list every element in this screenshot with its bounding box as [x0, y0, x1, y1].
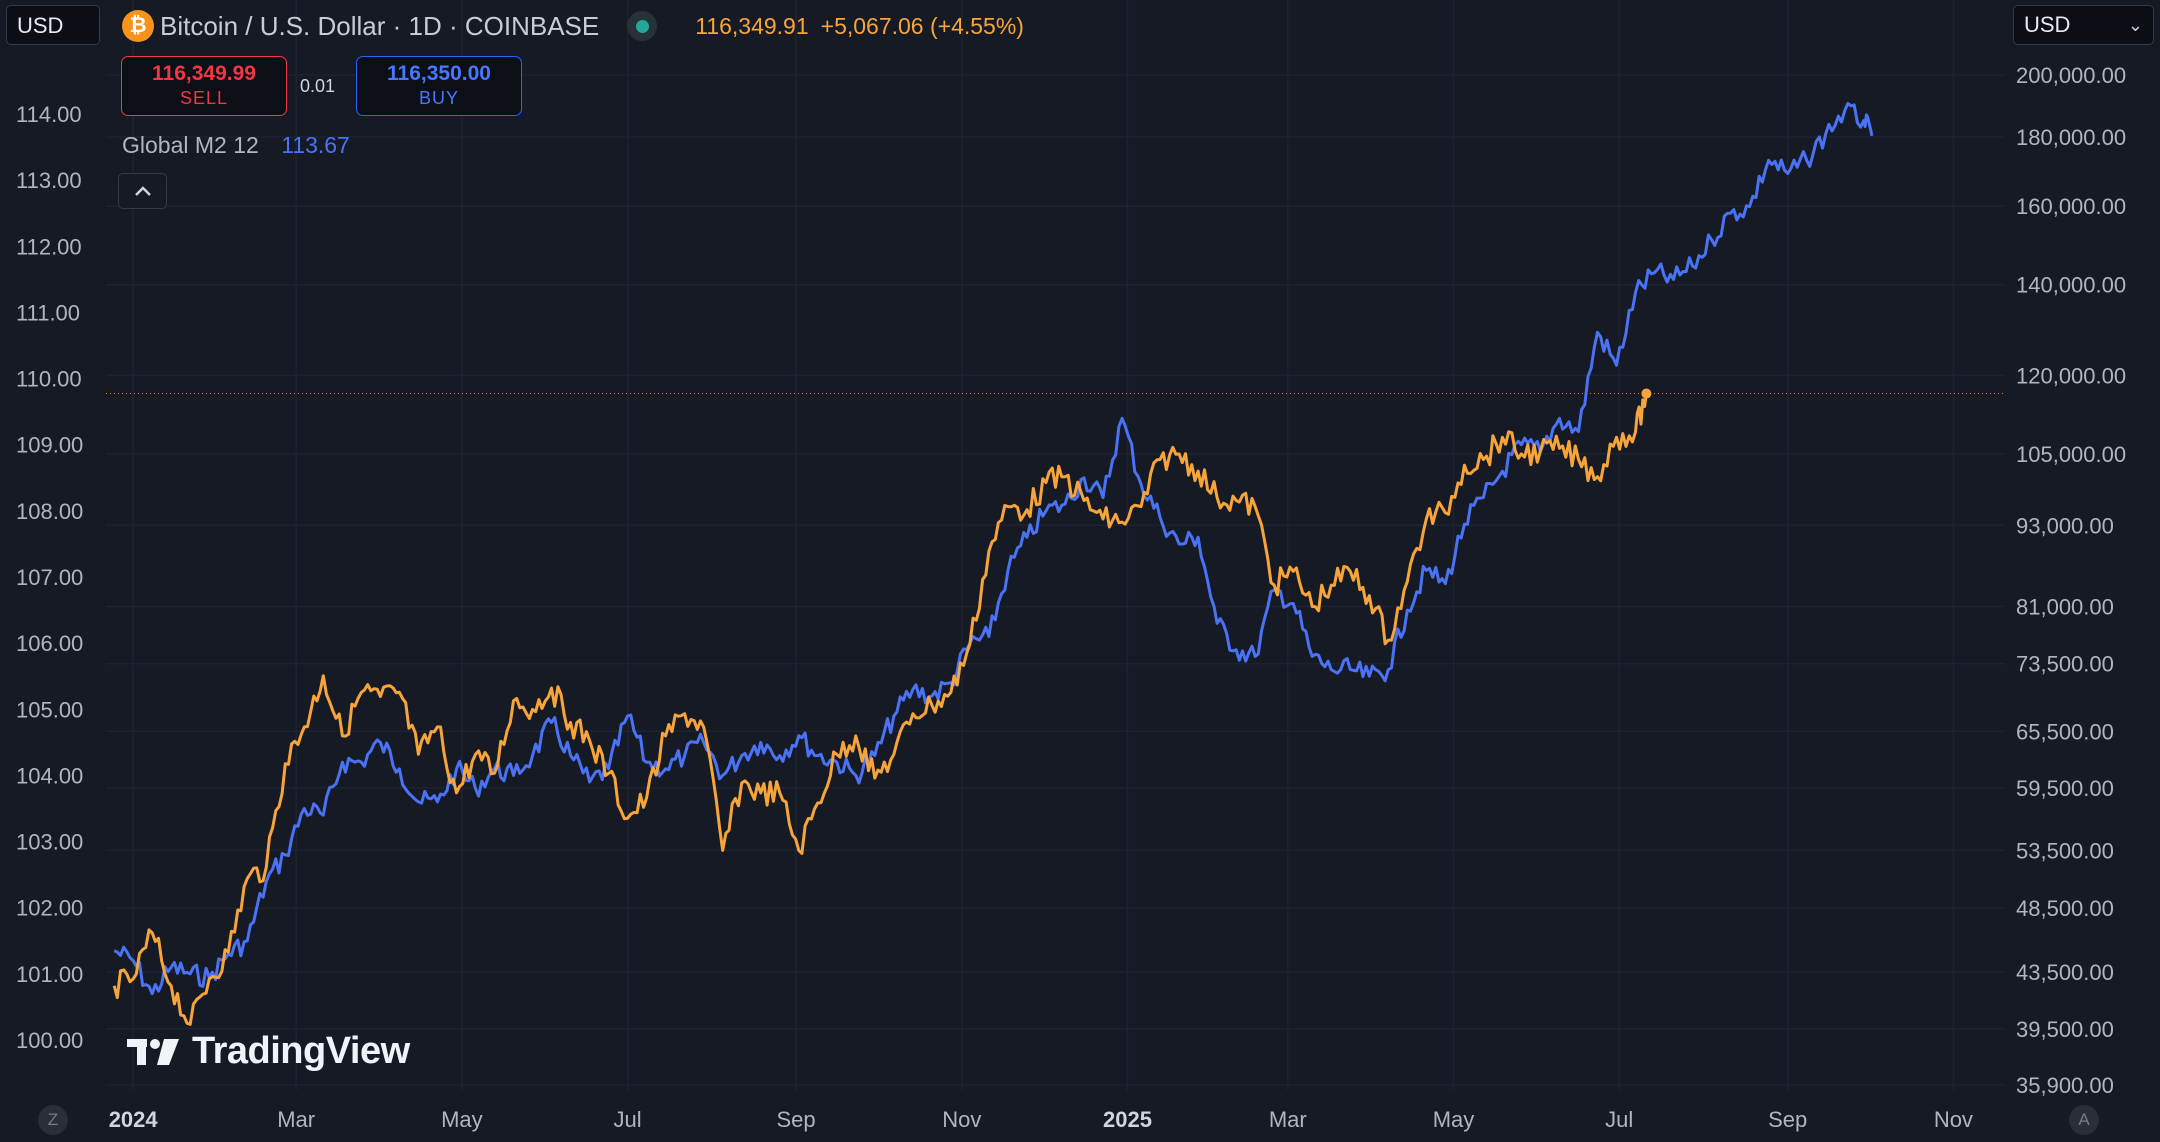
left-axis-tick-label: 111.00	[16, 300, 80, 325]
last-price: 116,349.91	[695, 12, 809, 39]
left-axis-tick-label: 103.00	[16, 830, 83, 855]
market-status-indicator[interactable]	[627, 11, 658, 41]
left-scale-auto-button[interactable]: Z	[38, 1105, 68, 1135]
right-axis-tick-label: 53,500.00	[2016, 838, 2114, 863]
right-currency-selector[interactable]: USD ⌄	[2013, 5, 2154, 45]
left-axis-tick-label: 104.00	[16, 763, 83, 788]
collapse-legend-button[interactable]	[118, 173, 167, 209]
indicator-name: Global M2 12	[122, 132, 259, 158]
right-axis-tick-label: 59,500.00	[2016, 776, 2114, 801]
time-axis-label: 2024	[109, 1107, 159, 1132]
spread-value: 0.01	[300, 76, 336, 96]
global-m2-series-line	[113, 101, 1874, 996]
bitcoin-series-line	[112, 393, 1648, 1026]
right-axis-tick-label: 73,500.00	[2016, 652, 2114, 677]
time-axis-label: Jul	[614, 1107, 642, 1132]
time-axis-label: May	[1433, 1107, 1475, 1132]
chevron-up-icon	[134, 186, 151, 196]
left-axis-tick-label: 113.00	[16, 168, 82, 193]
sell-button[interactable]: 116,349.99 SELL	[121, 56, 287, 116]
right-axis-tick-label: 120,000.00	[2016, 363, 2126, 388]
sell-price: 116,349.99	[152, 62, 256, 85]
time-axis-label: Sep	[1768, 1107, 1807, 1132]
time-axis-label: 2025	[1103, 1107, 1152, 1132]
right-axis-tick-label: 160,000.00	[2016, 194, 2126, 219]
right-axis-tick-label: 200,000.00	[2016, 63, 2126, 88]
time-axis-label: Sep	[776, 1107, 815, 1132]
time-axis-label: Mar	[277, 1107, 315, 1132]
market-open-dot	[635, 19, 649, 33]
right-axis-tick-label: 140,000.00	[2016, 273, 2126, 298]
buy-button[interactable]: 116,350.00 BUY	[356, 56, 522, 116]
chevron-down-icon: ⌄	[2127, 15, 2143, 35]
symbol-legend: ₿ Bitcoin / U.S. Dollar · 1D · COINBASE …	[122, 10, 1024, 42]
right-axis-tick-label: 43,500.00	[2016, 960, 2114, 985]
left-axis-tick-label: 102.00	[16, 896, 83, 921]
sell-label: SELL	[179, 88, 229, 108]
tradingview-logo-icon	[127, 1038, 179, 1065]
time-axis-label: Mar	[1269, 1107, 1307, 1132]
bitcoin-last-point-marker	[1641, 388, 1652, 399]
left-axis-tick-label: 105.00	[16, 697, 83, 722]
tradingview-wordmark: TradingView	[192, 1030, 410, 1072]
bitcoin-icon: ₿	[122, 10, 154, 42]
right-axis-tick-label: 48,500.00	[2016, 896, 2114, 921]
time-axis-label: Nov	[942, 1107, 981, 1132]
left-axis-tick-label: 108.00	[16, 499, 83, 524]
tradingview-watermark[interactable]: TradingView	[126, 1030, 410, 1073]
indicator-value: 113.67	[281, 132, 350, 158]
right-currency-label: USD	[2024, 12, 2071, 37]
right-axis-tick-label: 105,000.00	[2016, 442, 2126, 467]
price-change: +5,067.06 (+4.55%)	[820, 12, 1024, 39]
right-axis-tick-label: 180,000.00	[2016, 125, 2126, 150]
time-axis-label: Nov	[1934, 1107, 1973, 1132]
right-axis-tick-label: 93,000.00	[2016, 513, 2114, 538]
left-axis-tick-label: 101.00	[16, 962, 83, 987]
time-axis-label: May	[441, 1107, 483, 1132]
left-axis-tick-label: 100.00	[16, 1028, 83, 1053]
left-currency-selector[interactable]: USD	[6, 5, 100, 45]
buy-label: BUY	[418, 88, 459, 108]
time-axis-label: Jul	[1605, 1107, 1633, 1132]
indicator-legend[interactable]: Global M2 12 113.67	[122, 132, 350, 159]
left-axis-tick-label: 109.00	[16, 433, 83, 458]
auto-scale-button[interactable]: A	[2069, 1105, 2099, 1135]
left-axis-tick-label: 107.00	[16, 565, 83, 590]
buy-price: 116,350.00	[387, 62, 491, 85]
right-axis-tick-label: 35,900.00	[2016, 1073, 2114, 1098]
left-axis-tick-label: 110.00	[16, 367, 82, 392]
right-axis-tick-label: 65,500.00	[2016, 719, 2114, 744]
right-axis-tick-label: 39,500.00	[2016, 1017, 2114, 1042]
right-axis-tick-label: 81,000.00	[2016, 595, 2114, 620]
left-axis-tick-label: 112.00	[16, 234, 82, 259]
left-axis-tick-label: 114.00	[16, 102, 82, 127]
left-axis-tick-label: 106.00	[16, 631, 83, 656]
symbol-title[interactable]: Bitcoin / U.S. Dollar · 1D · COINBASE	[160, 10, 600, 41]
